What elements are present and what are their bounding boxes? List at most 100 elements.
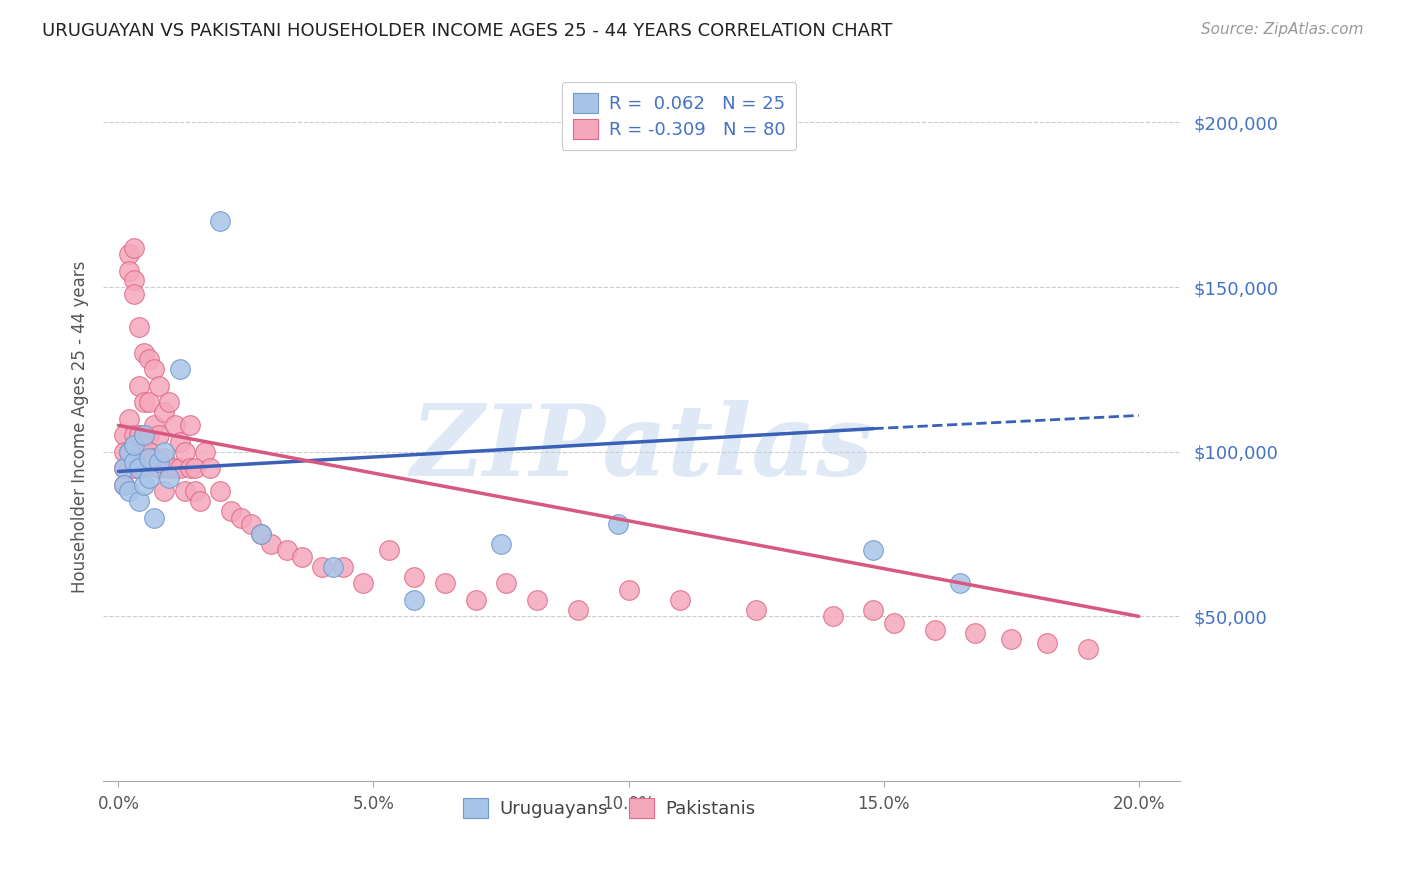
Legend: Uruguayans, Pakistanis: Uruguayans, Pakistanis — [456, 790, 762, 825]
Point — [179, 461, 201, 475]
Point — [169, 461, 191, 475]
Point — [184, 484, 207, 499]
Point — [378, 543, 401, 558]
Point — [745, 603, 768, 617]
Point — [132, 444, 155, 458]
Point — [173, 484, 195, 499]
Point — [112, 444, 135, 458]
Point — [322, 560, 344, 574]
Point — [209, 484, 232, 499]
Point — [965, 625, 987, 640]
Point — [122, 286, 145, 301]
Point — [159, 471, 181, 485]
Point — [883, 615, 905, 630]
Point — [122, 428, 145, 442]
Point — [138, 451, 160, 466]
Point — [200, 461, 222, 475]
Point — [209, 214, 232, 228]
Point — [143, 418, 166, 433]
Point — [138, 471, 160, 485]
Point — [173, 444, 195, 458]
Point — [122, 273, 145, 287]
Point — [464, 593, 486, 607]
Point — [276, 543, 298, 558]
Point — [311, 560, 333, 574]
Point — [148, 379, 170, 393]
Point — [159, 461, 181, 475]
Point — [404, 570, 426, 584]
Point — [122, 461, 145, 475]
Point — [132, 428, 155, 442]
Point — [128, 319, 150, 334]
Point — [219, 504, 242, 518]
Point — [163, 461, 186, 475]
Point — [229, 510, 252, 524]
Point — [117, 484, 139, 499]
Point — [117, 247, 139, 261]
Point — [128, 494, 150, 508]
Point — [132, 461, 155, 475]
Point — [489, 537, 512, 551]
Point — [526, 593, 548, 607]
Y-axis label: Householder Income Ages 25 - 44 years: Householder Income Ages 25 - 44 years — [72, 260, 89, 593]
Point — [132, 428, 155, 442]
Point — [924, 623, 946, 637]
Point — [949, 576, 972, 591]
Point — [188, 494, 211, 508]
Point — [495, 576, 517, 591]
Point — [862, 543, 884, 558]
Text: URUGUAYAN VS PAKISTANI HOUSEHOLDER INCOME AGES 25 - 44 YEARS CORRELATION CHART: URUGUAYAN VS PAKISTANI HOUSEHOLDER INCOM… — [42, 22, 893, 40]
Point — [128, 379, 150, 393]
Point — [1036, 635, 1059, 649]
Point — [1077, 642, 1099, 657]
Point — [352, 576, 374, 591]
Point — [122, 240, 145, 254]
Point — [260, 537, 283, 551]
Point — [117, 263, 139, 277]
Point — [117, 444, 139, 458]
Point — [617, 582, 640, 597]
Point — [148, 461, 170, 475]
Point — [153, 484, 176, 499]
Point — [112, 477, 135, 491]
Point — [148, 454, 170, 468]
Point — [194, 444, 217, 458]
Point — [148, 428, 170, 442]
Point — [132, 395, 155, 409]
Point — [138, 352, 160, 367]
Point — [332, 560, 354, 574]
Point — [122, 454, 145, 468]
Text: Source: ZipAtlas.com: Source: ZipAtlas.com — [1201, 22, 1364, 37]
Point — [138, 395, 160, 409]
Point — [607, 517, 630, 532]
Point — [132, 477, 155, 491]
Point — [122, 438, 145, 452]
Point — [138, 444, 160, 458]
Point — [112, 428, 135, 442]
Point — [117, 444, 139, 458]
Point — [143, 362, 166, 376]
Point — [821, 609, 844, 624]
Point — [404, 593, 426, 607]
Point — [250, 527, 273, 541]
Point — [169, 362, 191, 376]
Point — [112, 477, 135, 491]
Point — [250, 527, 273, 541]
Point — [112, 461, 135, 475]
Point — [668, 593, 690, 607]
Point — [128, 461, 150, 475]
Point — [112, 461, 135, 475]
Point — [862, 603, 884, 617]
Text: ZIPatlas: ZIPatlas — [411, 400, 873, 497]
Point — [159, 395, 181, 409]
Point — [138, 428, 160, 442]
Point — [143, 451, 166, 466]
Point — [153, 405, 176, 419]
Point — [128, 444, 150, 458]
Point — [1000, 632, 1022, 647]
Point — [132, 346, 155, 360]
Point — [153, 451, 176, 466]
Point — [240, 517, 263, 532]
Point — [184, 461, 207, 475]
Point — [291, 550, 314, 565]
